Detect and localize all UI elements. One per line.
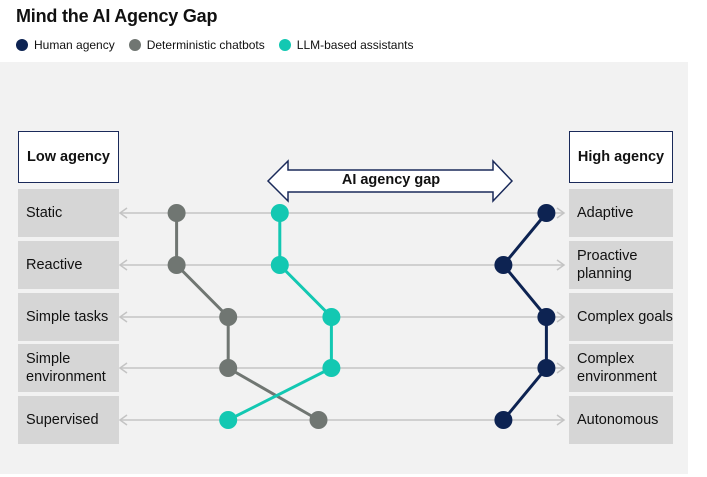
legend-label-chatbots: Deterministic chatbots bbox=[146, 38, 265, 52]
point-human-agency bbox=[537, 359, 556, 377]
row-arrow-left-head bbox=[118, 207, 128, 219]
row-label-low: Reactive bbox=[18, 241, 119, 289]
row-arrow-right-head bbox=[556, 414, 566, 426]
point-human-agency bbox=[494, 411, 513, 429]
legend-item-chatbots: Deterministic chatbots bbox=[128, 38, 265, 52]
point-deterministic-chatbots bbox=[167, 256, 186, 274]
legend-item-llm: LLM-based assistants bbox=[278, 38, 414, 52]
point-human-agency bbox=[537, 204, 556, 222]
point-llm-assistants bbox=[322, 308, 341, 326]
legend-dot-llm bbox=[278, 39, 291, 51]
legend-label-llm: LLM-based assistants bbox=[296, 38, 414, 52]
legend: Human agency Deterministic chatbots LLM-… bbox=[16, 38, 428, 52]
gap-label: AI agency gap bbox=[341, 172, 441, 188]
agency-gap-arrow bbox=[266, 159, 514, 203]
point-llm-assistants bbox=[322, 359, 341, 377]
point-deterministic-chatbots bbox=[167, 204, 186, 222]
chart-title: Mind the AI Agency Gap bbox=[16, 6, 218, 26]
legend-item-human: Human agency bbox=[16, 38, 115, 52]
row-arrow-left-head bbox=[118, 414, 128, 426]
row-arrow-left-head bbox=[118, 311, 128, 323]
row-label-high: Complex environment bbox=[569, 344, 673, 392]
point-deterministic-chatbots bbox=[219, 308, 238, 326]
legend-dot-human bbox=[16, 39, 28, 51]
point-llm-assistants bbox=[270, 204, 289, 222]
high-agency-header: High agency bbox=[569, 131, 673, 183]
row-arrow-left-head bbox=[118, 362, 128, 374]
point-llm-assistants bbox=[270, 256, 289, 274]
point-deterministic-chatbots bbox=[219, 359, 238, 377]
point-deterministic-chatbots bbox=[309, 411, 328, 429]
row-arrow-right-head bbox=[556, 207, 566, 219]
row-label-high: Adaptive bbox=[569, 189, 673, 237]
point-llm-assistants bbox=[219, 411, 238, 429]
low-agency-header: Low agency bbox=[18, 131, 119, 183]
row-label-high: Complex goals bbox=[569, 293, 673, 341]
row-label-low: Simple environment bbox=[18, 344, 119, 392]
point-human-agency bbox=[537, 308, 556, 326]
point-human-agency bbox=[494, 256, 513, 274]
row-label-low: Supervised bbox=[18, 396, 119, 444]
row-label-low: Static bbox=[18, 189, 119, 237]
row-arrow-right-head bbox=[556, 362, 566, 374]
row-label-high: Proactive planning bbox=[569, 241, 673, 289]
row-arrow-right-head bbox=[556, 259, 566, 271]
row-label-high: Autonomous bbox=[569, 396, 673, 444]
legend-dot-chatbots bbox=[128, 39, 141, 51]
legend-label-human: Human agency bbox=[34, 38, 115, 52]
row-label-low: Simple tasks bbox=[18, 293, 119, 341]
row-arrow-right-head bbox=[556, 311, 566, 323]
row-arrow-left-head bbox=[118, 259, 128, 271]
